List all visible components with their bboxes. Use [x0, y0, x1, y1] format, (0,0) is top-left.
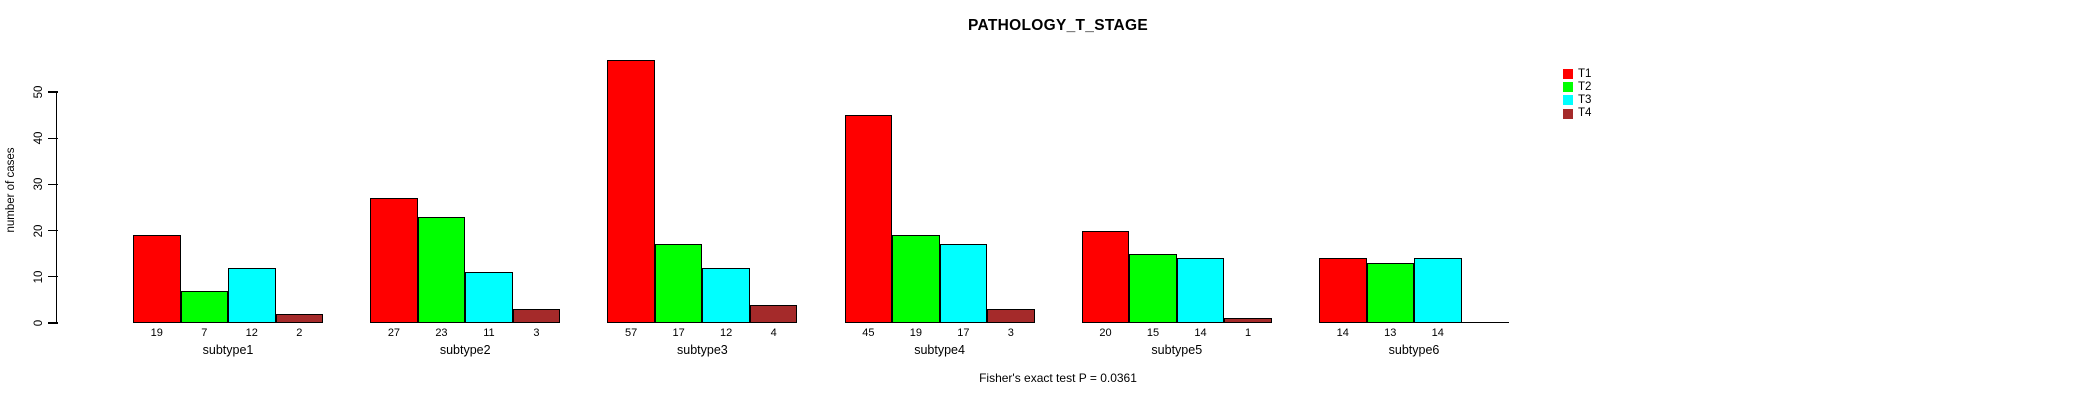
category-label-subtype5: subtype5: [1151, 342, 1203, 357]
legend-swatch-T4: [1563, 108, 1573, 119]
bar-T4-subtype4: [987, 309, 1035, 323]
y-axis-tick: [48, 91, 58, 93]
legend-swatch-T2: [1563, 82, 1573, 93]
bar-value-label: 7: [201, 327, 208, 339]
bar-T2-subtype4: [892, 235, 940, 323]
bar-T4-subtype5: [1224, 318, 1272, 323]
bar-value-label: 27: [387, 327, 401, 339]
bar-value-label: 45: [862, 327, 875, 339]
bar-T2-subtype1: [180, 290, 228, 323]
bar-T3-subtype3: [702, 267, 750, 323]
bar-T1-subtype4: [844, 115, 893, 323]
y-axis-tick: [48, 322, 58, 324]
bar-value-label: 14: [1336, 327, 1349, 339]
bar-value-label: 1: [1244, 327, 1252, 339]
legend-swatch-T1: [1563, 69, 1573, 80]
bar-value-label: 4: [770, 327, 777, 339]
category-label-subtype2: subtype2: [439, 342, 491, 357]
bar-T3-subtype1: [228, 267, 276, 323]
y-axis-tick: [48, 276, 58, 278]
legend: T1 T2 T3 T4: [1563, 68, 1591, 121]
bar-value-label: 3: [533, 327, 540, 339]
bar-T3-subtype5: [1176, 258, 1225, 323]
bar-T2-subtype6: [1366, 262, 1414, 323]
y-axis-tick: [48, 229, 58, 232]
bar-value-label: 20: [1099, 327, 1112, 339]
bar-T1-subtype6: [1319, 258, 1367, 323]
bar-T2-subtype2: [417, 216, 466, 323]
legend-item-T4: T4: [1563, 107, 1591, 120]
chart-title: PATHOLOGY_T_STAGE: [968, 17, 1148, 34]
bar-T4-subtype1: [275, 313, 323, 323]
category-label-subtype6: subtype6: [1388, 342, 1440, 357]
bar-value-label: 15: [1146, 327, 1160, 339]
bar-value-label: 19: [150, 327, 163, 339]
bar-T3-subtype2: [465, 272, 513, 323]
bar-T4-subtype2: [512, 309, 561, 323]
bar-value-label: 19: [909, 327, 922, 339]
bar-T1-subtype1: [133, 235, 181, 323]
legend-item-T1: T1: [1563, 68, 1591, 81]
annotation-text: Fisher's exact test P = 0.0361: [979, 371, 1137, 385]
category-label-subtype4: subtype4: [914, 342, 965, 357]
bar-value-label: 2: [296, 327, 303, 339]
bar-T1-subtype5: [1081, 230, 1130, 323]
category-label-subtype3: subtype3: [677, 342, 728, 357]
bar-T3-subtype6: [1414, 258, 1462, 323]
bar-T4-subtype3: [749, 304, 798, 323]
y-axis-tick: [48, 183, 58, 186]
bar-T4-subtype6-zero: [1461, 321, 1509, 323]
bar-value-label: 3: [1007, 327, 1014, 339]
bar-T1-subtype2: [370, 198, 418, 323]
bar-value-label: 12: [245, 327, 258, 339]
y-axis-tick: [48, 137, 58, 139]
legend-label-T1: T1: [1578, 67, 1592, 80]
bar-value-label: 57: [625, 327, 638, 339]
category-label-subtype1: subtype1: [202, 342, 254, 357]
bar-T3-subtype4: [939, 244, 988, 323]
bar-value-label: 14: [1194, 327, 1207, 339]
y-axis-line: [56, 92, 58, 324]
legend-item-T2: T2: [1563, 81, 1591, 94]
bar-value-label: 13: [1384, 327, 1397, 339]
legend-label-T3: T3: [1578, 93, 1592, 106]
bar-value-label: 17: [957, 327, 970, 339]
legend-label-T4: T4: [1578, 107, 1592, 120]
legend-swatch-T3: [1563, 95, 1573, 106]
bar-T2-subtype3: [654, 244, 703, 323]
bar-T1-subtype3: [607, 59, 655, 323]
bar-value-label: 23: [435, 327, 448, 339]
legend-label-T2: T2: [1578, 80, 1592, 93]
legend-item-T3: T3: [1563, 94, 1591, 107]
bar-value-label: 11: [483, 327, 495, 339]
bar-value-label: 12: [720, 327, 733, 339]
bar-value-label: 17: [672, 327, 685, 339]
bar-value-label: 14: [1431, 327, 1444, 339]
bar-T2-subtype5: [1129, 253, 1177, 323]
